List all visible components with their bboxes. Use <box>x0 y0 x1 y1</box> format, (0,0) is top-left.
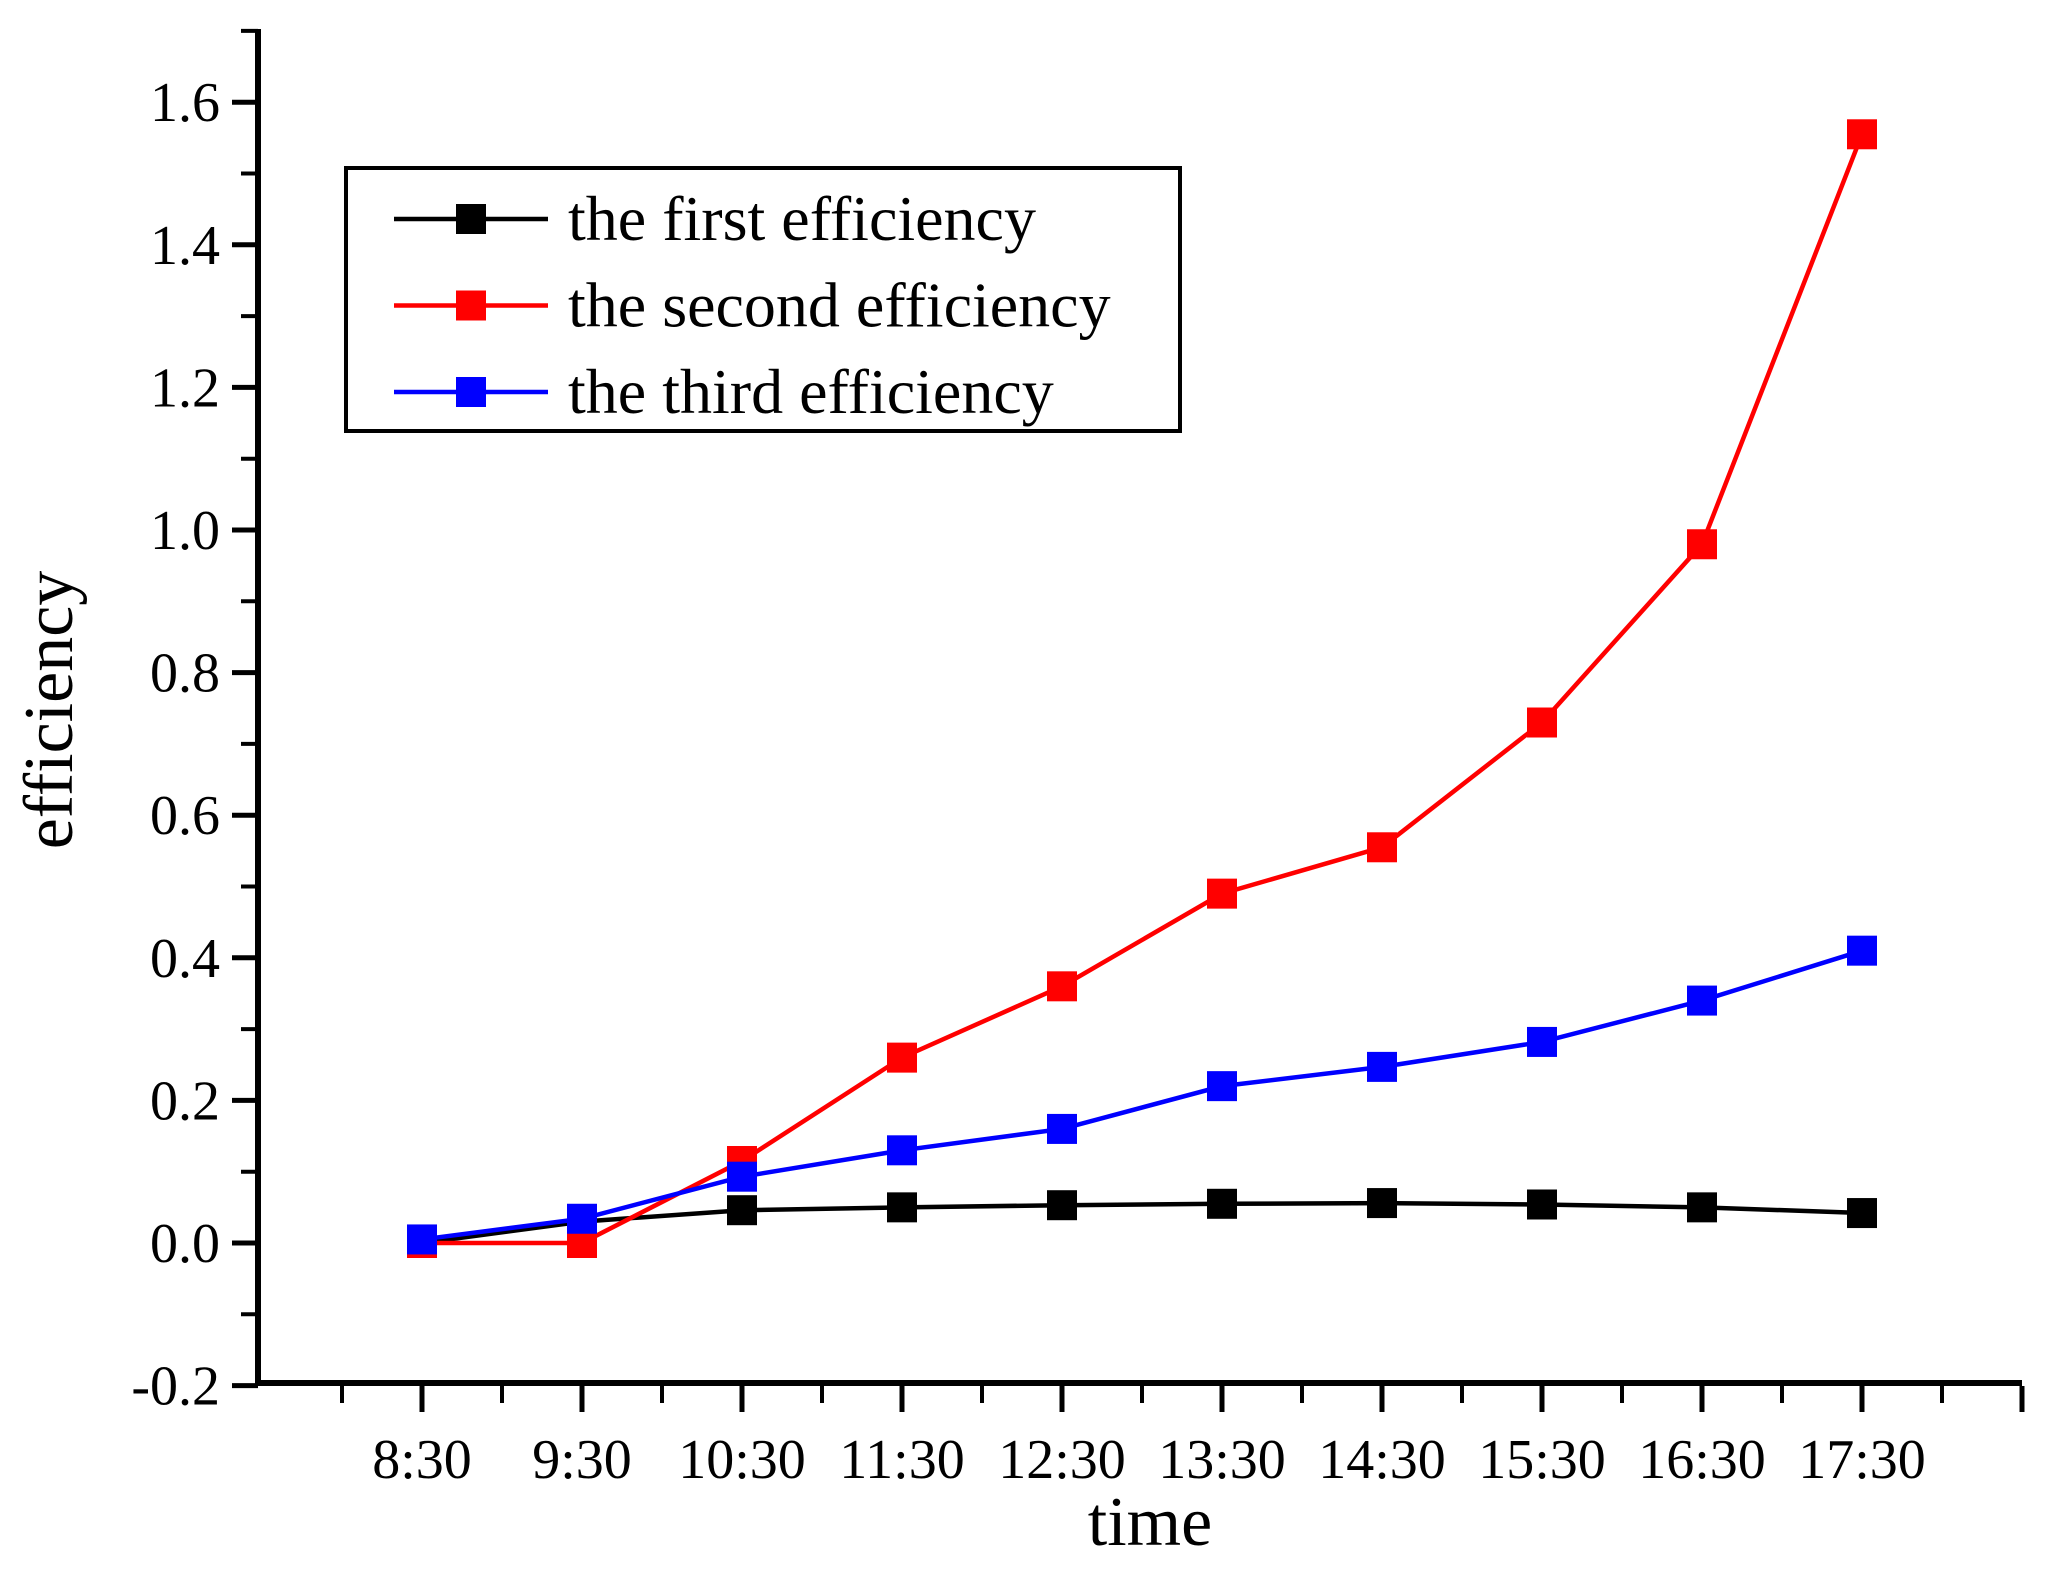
y-tick-label: 1.0 <box>150 500 220 562</box>
y-tick-label: -0.2 <box>131 1356 220 1418</box>
x-tick-label: 13:30 <box>1158 1429 1286 1491</box>
series-line <box>422 133 1865 1246</box>
legend-marker <box>456 204 486 234</box>
y-tick-label: 0.4 <box>150 928 220 990</box>
legend-label: the second efficiency <box>568 270 1111 341</box>
y-tick-label: 0.6 <box>150 785 220 847</box>
series-marker <box>887 1192 917 1223</box>
legend-label: the third efficiency <box>568 356 1054 427</box>
series-marker <box>1367 1051 1397 1082</box>
series-marker <box>1367 1188 1397 1219</box>
series-marker <box>1047 1113 1077 1144</box>
series-marker <box>727 1195 757 1226</box>
x-tick-label: 15:30 <box>1478 1429 1606 1491</box>
plot-area: -0.2 0.0 0.2 0.4 0.6 0.8 1.0 1.2 1.4 1.6 8:30 9:30 1… <box>131 28 2025 1491</box>
legend-marker <box>456 377 486 407</box>
x-tick-label: 9:30 <box>532 1429 632 1491</box>
series-marker <box>887 1135 917 1166</box>
y-axis-title: efficiency <box>11 571 88 850</box>
y-tick-label: 0.0 <box>150 1213 220 1275</box>
y-tick-label: 1.2 <box>150 357 220 419</box>
series-marker <box>407 1224 437 1255</box>
x-tick-label: 17:30 <box>1798 1429 1926 1491</box>
x-axis-title: time <box>1088 1484 1212 1561</box>
series-marker <box>1527 1026 1557 1057</box>
series-marker <box>1687 1192 1717 1223</box>
series-marker <box>1847 119 1877 150</box>
series-line <box>421 948 1863 1242</box>
series-line <box>421 1200 1863 1246</box>
y-tick-label: 1.6 <box>150 72 220 134</box>
series-marker <box>1207 1188 1237 1219</box>
series-marker <box>1687 529 1717 560</box>
series-marker <box>1207 878 1237 909</box>
series-marker <box>1047 1190 1077 1221</box>
series-marker <box>1687 985 1717 1016</box>
series-marker <box>1527 707 1557 738</box>
y-tick-label: 1.4 <box>150 215 220 277</box>
y-tick-label: 0.2 <box>150 1070 220 1132</box>
series-marker <box>1367 832 1397 863</box>
y-tick-label: 0.8 <box>150 643 220 705</box>
x-tick-label: 11:30 <box>839 1429 964 1491</box>
legend-marker <box>456 290 486 321</box>
series-marker <box>1847 1198 1877 1229</box>
x-tick-label: 14:30 <box>1318 1429 1446 1491</box>
legend-label: the first efficiency <box>568 183 1036 254</box>
x-tick-label: 12:30 <box>998 1429 1126 1491</box>
series-marker <box>1847 935 1877 966</box>
series-marker <box>567 1203 597 1234</box>
series-marker <box>1207 1071 1237 1102</box>
series-marker <box>887 1042 917 1073</box>
x-tick-label: 16:30 <box>1638 1429 1766 1491</box>
x-tick-label: 10:30 <box>678 1429 806 1491</box>
series-marker <box>1047 971 1077 1002</box>
series-marker <box>727 1161 757 1192</box>
x-tick-label: 8:30 <box>372 1429 472 1491</box>
series-marker <box>1527 1189 1557 1220</box>
